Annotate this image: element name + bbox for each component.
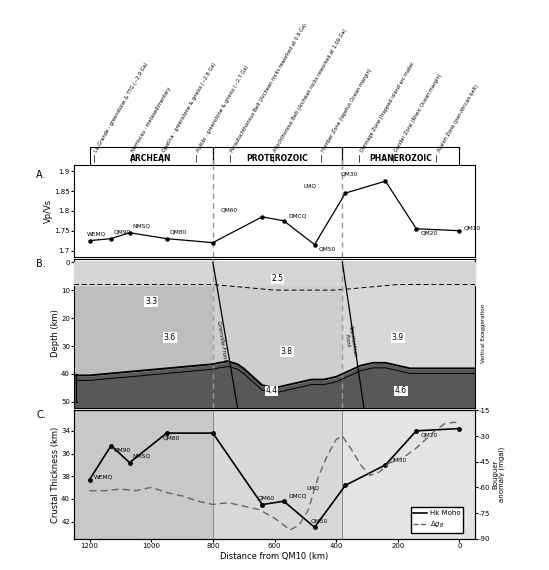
Text: QM50: QM50 (310, 518, 328, 523)
Text: La Grande - greenstone & TTG (~2.9 Ga): La Grande - greenstone & TTG (~2.9 Ga) (94, 62, 150, 153)
Text: Superior: Superior (138, 166, 165, 171)
Y-axis label: Vp/Vs: Vp/Vs (44, 199, 53, 223)
Text: Appalachian
Front: Appalachian Front (343, 323, 358, 357)
Text: DMCQ: DMCQ (288, 494, 306, 498)
Bar (213, 410, 343, 539)
Text: QM80: QM80 (163, 435, 180, 440)
Text: A.: A. (36, 170, 46, 180)
Y-axis label: Crustal Thickness (km): Crustal Thickness (km) (51, 426, 59, 523)
Y-axis label: Depth (km): Depth (km) (51, 310, 59, 357)
Text: PROTEROZOIC: PROTEROZOIC (247, 154, 309, 162)
Text: 3.9: 3.9 (392, 333, 404, 342)
Text: Nemiscau - metasedimentary: Nemiscau - metasedimentary (131, 87, 172, 153)
Bar (343, 410, 475, 539)
Text: 3.8: 3.8 (281, 347, 293, 356)
Text: QM30: QM30 (341, 172, 358, 177)
Text: QM20: QM20 (421, 433, 438, 438)
Text: QM10: QM10 (464, 226, 481, 231)
Text: PHANEROZOIC: PHANEROZOIC (369, 154, 432, 162)
Text: QM90: QM90 (114, 447, 131, 453)
Text: Vertical Exaggeration: Vertical Exaggeration (481, 304, 486, 363)
Text: WEMQ: WEMQ (87, 231, 106, 237)
Text: QM60: QM60 (221, 207, 238, 213)
Text: C.: C. (36, 410, 46, 421)
Text: NMSQ: NMSQ (132, 223, 150, 229)
Text: Dunnage Zone (trapped island arc mater.: Dunnage Zone (trapped island arc mater. (359, 60, 416, 153)
Text: QM30: QM30 (390, 457, 407, 462)
Text: Appalachian: Appalachian (382, 166, 421, 171)
Text: LMQ: LMQ (306, 486, 320, 491)
Text: Gander Zone (Rheic Ocean margin): Gander Zone (Rheic Ocean margin) (393, 73, 442, 153)
Text: QM50: QM50 (319, 247, 336, 251)
Text: Avalon Zone (pan-African belt): Avalon Zone (pan-African belt) (436, 84, 479, 153)
Text: ARCHEAN: ARCHEAN (131, 154, 172, 162)
Text: NMSQ: NMSQ (132, 454, 150, 458)
Text: Opatica - greenstone & gneiss (~2.8 Ga): Opatica - greenstone & gneiss (~2.8 Ga) (162, 62, 217, 153)
Text: 4.6: 4.6 (395, 386, 407, 395)
Text: 4.4: 4.4 (265, 386, 277, 395)
Text: Grenville: Grenville (264, 166, 292, 171)
Text: 2.5: 2.5 (272, 274, 284, 283)
Text: QM80: QM80 (170, 230, 187, 234)
Text: QM60: QM60 (258, 495, 275, 500)
Text: B.: B. (36, 259, 46, 270)
Text: Parautochthonous Belt (Archean rocks reworked at 0.9 Ga): Parautochthonous Belt (Archean rocks rew… (230, 23, 308, 153)
Text: Grenville Front: Grenville Front (216, 320, 227, 361)
Text: QM90: QM90 (114, 230, 131, 234)
Text: 3.6: 3.6 (164, 333, 176, 342)
Text: Allochthonous Belt (Archean rocks reworked at 1.09 Ga): Allochthonous Belt (Archean rocks rework… (273, 28, 348, 153)
Text: LMQ: LMQ (304, 184, 317, 189)
Text: WEMQ: WEMQ (94, 475, 113, 479)
Legend: Hk Moho, $\Delta g_B$: Hk Moho, $\Delta g_B$ (411, 507, 463, 532)
X-axis label: Distance from QM10 (km): Distance from QM10 (km) (220, 552, 329, 560)
Text: QM20: QM20 (421, 231, 438, 235)
Text: DMCQ: DMCQ (288, 213, 306, 218)
Y-axis label: Bouguer
anomaly (mgal): Bouguer anomaly (mgal) (492, 447, 506, 502)
Text: 3.3: 3.3 (145, 297, 157, 306)
Text: Abitibi - greenstone & gneiss (~2.7 Ga): Abitibi - greenstone & gneiss (~2.7 Ga) (196, 65, 250, 153)
Bar (74, 410, 213, 539)
Text: Humber Zone (Iapetus Ocean margin): Humber Zone (Iapetus Ocean margin) (321, 68, 373, 153)
